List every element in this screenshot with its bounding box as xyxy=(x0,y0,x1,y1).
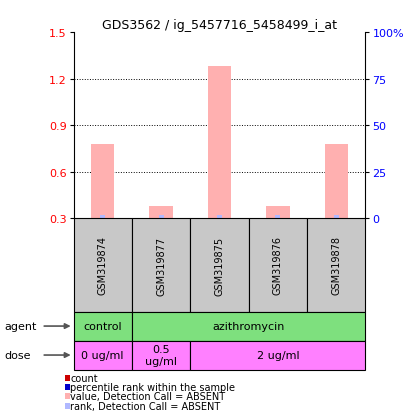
Bar xyxy=(190,219,249,312)
Bar xyxy=(132,341,190,370)
Text: rank, Detection Call = ABSENT: rank, Detection Call = ABSENT xyxy=(71,401,220,411)
Bar xyxy=(333,215,339,219)
Bar xyxy=(74,219,132,312)
Bar xyxy=(208,67,231,219)
Title: GDS3562 / ig_5457716_5458499_i_at: GDS3562 / ig_5457716_5458499_i_at xyxy=(102,19,337,32)
Text: agent: agent xyxy=(4,321,37,331)
Bar xyxy=(150,206,173,219)
Text: GSM319876: GSM319876 xyxy=(273,236,283,295)
Bar xyxy=(74,312,132,341)
Bar xyxy=(325,145,348,219)
Bar xyxy=(132,312,365,341)
Text: dose: dose xyxy=(4,350,31,360)
Text: GSM319878: GSM319878 xyxy=(331,236,341,295)
Text: GSM319874: GSM319874 xyxy=(98,236,108,295)
Bar xyxy=(158,215,164,219)
Text: 0 ug/ml: 0 ug/ml xyxy=(81,350,124,360)
Bar xyxy=(74,341,132,370)
Bar xyxy=(132,219,190,312)
Text: control: control xyxy=(84,321,122,331)
Text: value, Detection Call = ABSENT: value, Detection Call = ABSENT xyxy=(71,392,226,401)
Text: 2 ug/ml: 2 ug/ml xyxy=(257,350,299,360)
Text: azithromycin: azithromycin xyxy=(213,321,285,331)
Bar xyxy=(249,219,307,312)
Bar xyxy=(100,215,105,219)
Text: GSM319875: GSM319875 xyxy=(215,236,224,295)
Text: count: count xyxy=(71,373,98,383)
Bar xyxy=(91,145,114,219)
Text: GSM319877: GSM319877 xyxy=(156,236,166,295)
Bar xyxy=(190,341,365,370)
Bar xyxy=(217,215,222,219)
Bar xyxy=(307,219,365,312)
Text: 0.5
ug/ml: 0.5 ug/ml xyxy=(145,344,177,366)
Text: percentile rank within the sample: percentile rank within the sample xyxy=(71,382,235,392)
Bar xyxy=(275,215,281,219)
Bar xyxy=(266,206,289,219)
